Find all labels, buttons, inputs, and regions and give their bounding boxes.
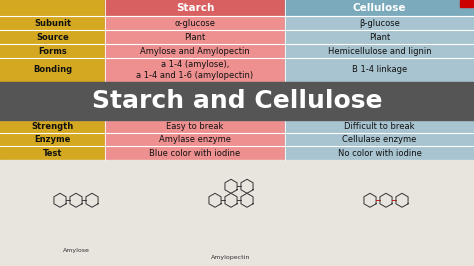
- Bar: [0, 0, 105, 16]
- Bar: [0, 82, 474, 120]
- Text: Starch and Cellulose: Starch and Cellulose: [92, 89, 382, 113]
- Text: Easy to break: Easy to break: [166, 122, 224, 131]
- Text: Blue color with iodine: Blue color with iodine: [149, 148, 241, 157]
- Text: Strength: Strength: [31, 122, 73, 131]
- Text: Forms: Forms: [38, 47, 67, 56]
- Text: Enzyme: Enzyme: [34, 135, 71, 144]
- Bar: [285, 16, 474, 30]
- Text: Amylose: Amylose: [63, 248, 90, 253]
- Bar: [105, 58, 285, 82]
- Bar: [460, 0, 474, 7]
- Bar: [105, 146, 285, 160]
- Text: Amylose and Amylopectin: Amylose and Amylopectin: [140, 47, 250, 56]
- Text: β-glucose: β-glucose: [359, 19, 400, 27]
- Text: Source: Source: [36, 32, 69, 41]
- Text: Plant: Plant: [184, 32, 206, 41]
- Bar: [105, 16, 285, 30]
- Bar: [0, 146, 105, 160]
- Bar: [105, 120, 285, 133]
- Bar: [285, 0, 474, 16]
- Bar: [285, 58, 474, 82]
- Bar: [0, 44, 105, 58]
- Bar: [0, 30, 105, 44]
- Bar: [0, 58, 105, 82]
- Bar: [285, 30, 474, 44]
- Bar: [285, 44, 474, 58]
- Text: Bonding: Bonding: [33, 65, 72, 74]
- Text: B 1-4 linkage: B 1-4 linkage: [352, 65, 407, 74]
- Bar: [105, 44, 285, 58]
- Text: Cellulose: Cellulose: [353, 3, 406, 13]
- Text: Test: Test: [43, 148, 62, 157]
- Bar: [285, 146, 474, 160]
- Text: Subunit: Subunit: [34, 19, 71, 27]
- Bar: [0, 160, 474, 266]
- Bar: [105, 30, 285, 44]
- Bar: [0, 120, 105, 133]
- Text: Cellulase enzyme: Cellulase enzyme: [342, 135, 417, 144]
- Text: Starch: Starch: [176, 3, 214, 13]
- Bar: [105, 133, 285, 146]
- Text: Hemicellulose and lignin: Hemicellulose and lignin: [328, 47, 431, 56]
- Text: a 1-4 (amylose),
a 1-4 and 1-6 (amylopectin): a 1-4 (amylose), a 1-4 and 1-6 (amylopec…: [137, 60, 254, 80]
- Bar: [0, 16, 105, 30]
- Text: Amylopectin: Amylopectin: [211, 255, 251, 260]
- Bar: [0, 133, 105, 146]
- Bar: [285, 120, 474, 133]
- Bar: [285, 133, 474, 146]
- Text: Difficult to break: Difficult to break: [344, 122, 415, 131]
- Text: α-glucose: α-glucose: [174, 19, 216, 27]
- Bar: [105, 0, 285, 16]
- Text: Plant: Plant: [369, 32, 390, 41]
- Text: Amylase enzyme: Amylase enzyme: [159, 135, 231, 144]
- Text: No color with iodine: No color with iodine: [337, 148, 421, 157]
